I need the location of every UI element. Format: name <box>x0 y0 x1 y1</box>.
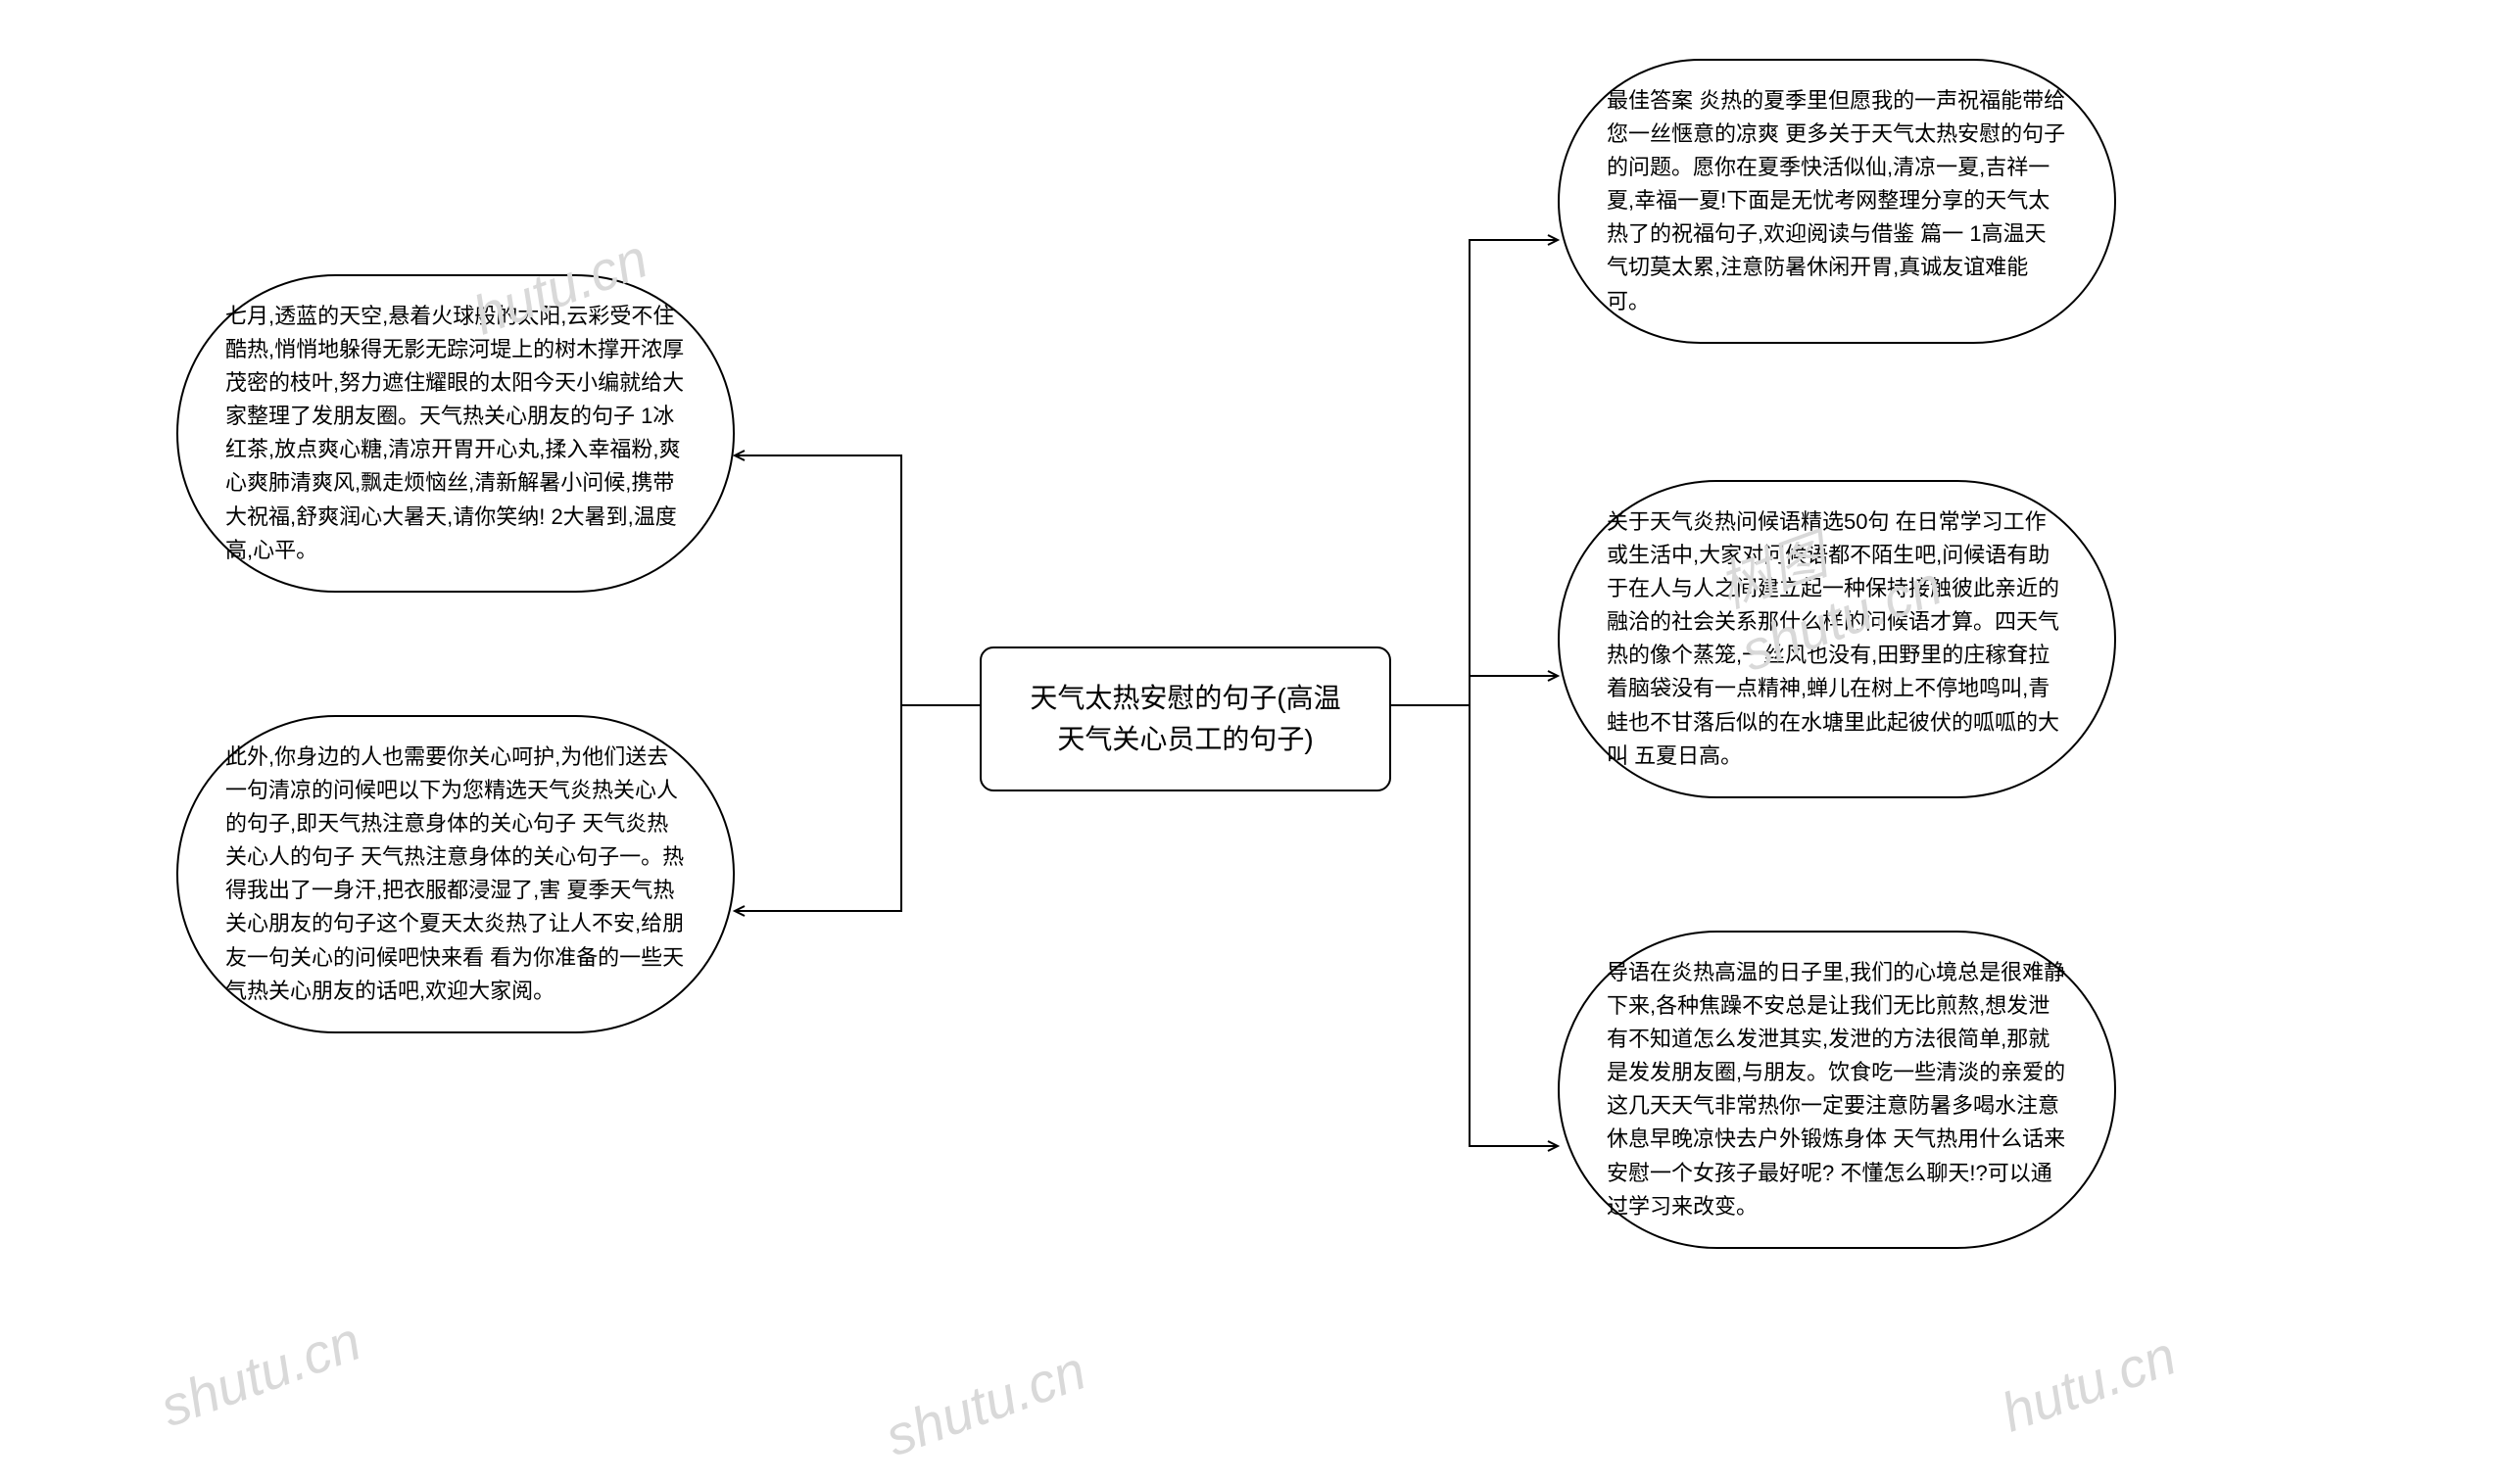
left-node-1: 此外,你身边的人也需要你关心呵护,为他们送去一句清凉的问候吧以下为您精选天气炎热… <box>176 715 735 1033</box>
left-text-0: 七月,透蓝的天空,悬着火球般的太阳,云彩受不住酷热,悄悄地躲得无影无踪河堤上的树… <box>225 304 684 562</box>
central-node: 天气太热安慰的句子(高温 天气关心员工的句子) <box>980 646 1391 791</box>
right-node-1: 关于天气炎热问候语精选50句 在日常学习工作或生活中,大家对问候语都不陌生吧,问… <box>1558 480 2116 798</box>
right-node-2: 导语在炎热高温的日子里,我们的心境总是很难静下来,各种焦躁不安总是让我们无比煎熬… <box>1558 931 2116 1249</box>
central-text: 天气太热安慰的句子(高温 天气关心员工的句子) <box>1030 683 1340 754</box>
left-node-0: 七月,透蓝的天空,悬着火球般的太阳,云彩受不住酷热,悄悄地躲得无影无踪河堤上的树… <box>176 274 735 593</box>
right-text-1: 关于天气炎热问候语精选50句 在日常学习工作或生活中,大家对问候语都不陌生吧,问… <box>1607 509 2059 768</box>
right-node-0: 最佳答案 炎热的夏季里但愿我的一声祝福能带给您一丝惬意的凉爽 更多关于天气太热安… <box>1558 59 2116 344</box>
left-text-1: 此外,你身边的人也需要你关心呵护,为他们送去一句清凉的问候吧以下为您精选天气炎热… <box>225 744 684 1003</box>
right-text-2: 导语在炎热高温的日子里,我们的心境总是很难静下来,各种焦躁不安总是让我们无比煎熬… <box>1607 960 2065 1219</box>
right-text-0: 最佳答案 炎热的夏季里但愿我的一声祝福能带给您一丝惬意的凉爽 更多关于天气太热安… <box>1607 88 2065 313</box>
